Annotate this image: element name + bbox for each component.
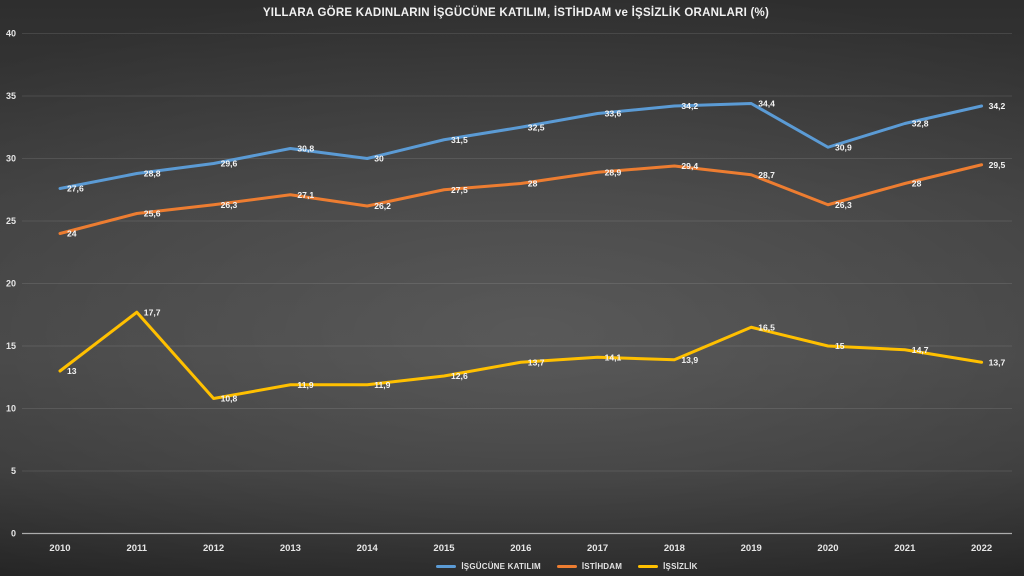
x-axis-tick-label: 2015 [433, 543, 455, 554]
data-label: 25,6 [144, 209, 161, 219]
y-axis-tick-label: 35 [6, 91, 16, 101]
data-label: 10,8 [221, 394, 238, 404]
data-label: 34,2 [989, 101, 1006, 111]
series-line-0 [58, 102, 984, 190]
data-label: 15 [835, 341, 845, 351]
x-axis-tick-label: 2012 [203, 543, 224, 554]
y-axis-tick-label: 10 [6, 404, 16, 414]
chart-title: YILLARA GÖRE KADINLARIN İŞGÜCÜNE KATILIM… [262, 7, 770, 19]
x-axis-tick-label: 2022 [971, 543, 992, 554]
data-label: 26,3 [835, 200, 852, 210]
data-label: 13 [67, 366, 77, 376]
x-axis-tick-label: 2018 [664, 543, 685, 554]
data-label: 14,1 [605, 352, 622, 362]
y-axis-tick-label: 0 [11, 529, 16, 539]
data-label: 27,5 [451, 185, 468, 195]
legend-line-swatch [638, 565, 659, 568]
x-axis-tick-label: 2020 [817, 543, 838, 554]
data-label: 30,9 [835, 142, 852, 152]
y-axis-tick-label: 15 [6, 341, 16, 351]
data-label: 33,6 [605, 109, 622, 119]
data-label: 30,8 [297, 144, 314, 154]
data-label: 24 [67, 229, 77, 239]
data-label: 13,7 [989, 357, 1006, 367]
data-label: 11,9 [374, 380, 390, 390]
x-axis-tick-label: 2021 [894, 543, 916, 554]
y-axis-tick-label: 5 [11, 466, 16, 476]
x-axis-tick-label: 2013 [280, 543, 301, 554]
legend-label: İSTİHDAM [581, 562, 623, 571]
data-label: 34,2 [681, 101, 698, 111]
y-axis-tick-label: 25 [6, 216, 16, 226]
data-label: 28,9 [605, 167, 622, 177]
legend-item-2: İŞSİZLİK [638, 562, 698, 571]
data-label: 29,5 [989, 160, 1006, 170]
data-label: 28,8 [144, 169, 161, 179]
data-label: 29,6 [221, 159, 238, 169]
data-label: 26,3 [221, 200, 238, 210]
chart-legend: İŞGÜCÜNE KATILIM İSTİHDAM İŞSİZLİK [55, 562, 1024, 571]
data-label: 30 [374, 154, 384, 164]
legend-line-swatch [556, 565, 577, 568]
legend-item-1: İSTİHDAM [556, 562, 623, 571]
x-axis-tick-label: 2017 [587, 543, 608, 554]
data-label: 32,8 [912, 119, 929, 129]
data-label: 31,5 [451, 135, 468, 145]
x-axis-tick-label: 2010 [49, 543, 70, 554]
data-label: 16,5 [758, 322, 775, 332]
legend-line-swatch [436, 565, 457, 568]
data-label: 28 [528, 179, 538, 189]
y-axis-tick-label: 40 [6, 29, 16, 39]
x-axis-tick-label: 2014 [357, 543, 379, 554]
data-label: 34,4 [758, 99, 775, 109]
series-line-1 [58, 163, 984, 235]
data-label: 28,7 [758, 170, 775, 180]
data-label: 12,6 [451, 371, 468, 381]
data-label: 28 [912, 179, 922, 189]
y-axis-tick-label: 20 [6, 279, 16, 289]
legend-item-0: İŞGÜCÜNE KATILIM [436, 562, 541, 571]
data-label: 29,4 [681, 161, 698, 171]
data-label: 13,9 [681, 355, 698, 365]
data-label: 26,2 [374, 201, 391, 211]
data-label: 13,7 [528, 357, 545, 367]
data-label: 32,5 [528, 122, 545, 132]
data-label: 14,7 [912, 345, 929, 355]
data-label: 11,9 [297, 380, 313, 390]
series-line-2 [58, 310, 984, 400]
x-axis-tick-label: 2016 [510, 543, 531, 554]
data-label: 27,1 [297, 190, 314, 200]
legend-label: İŞGÜCÜNE KATILIM [461, 562, 541, 571]
x-axis-tick-label: 2019 [741, 543, 762, 554]
legend-label: İŞSİZLİK [663, 562, 698, 571]
data-label: 27,6 [67, 184, 84, 194]
y-axis-tick-label: 30 [6, 154, 16, 164]
data-label: 17,7 [144, 307, 161, 317]
x-axis-tick-label: 2011 [126, 543, 147, 554]
